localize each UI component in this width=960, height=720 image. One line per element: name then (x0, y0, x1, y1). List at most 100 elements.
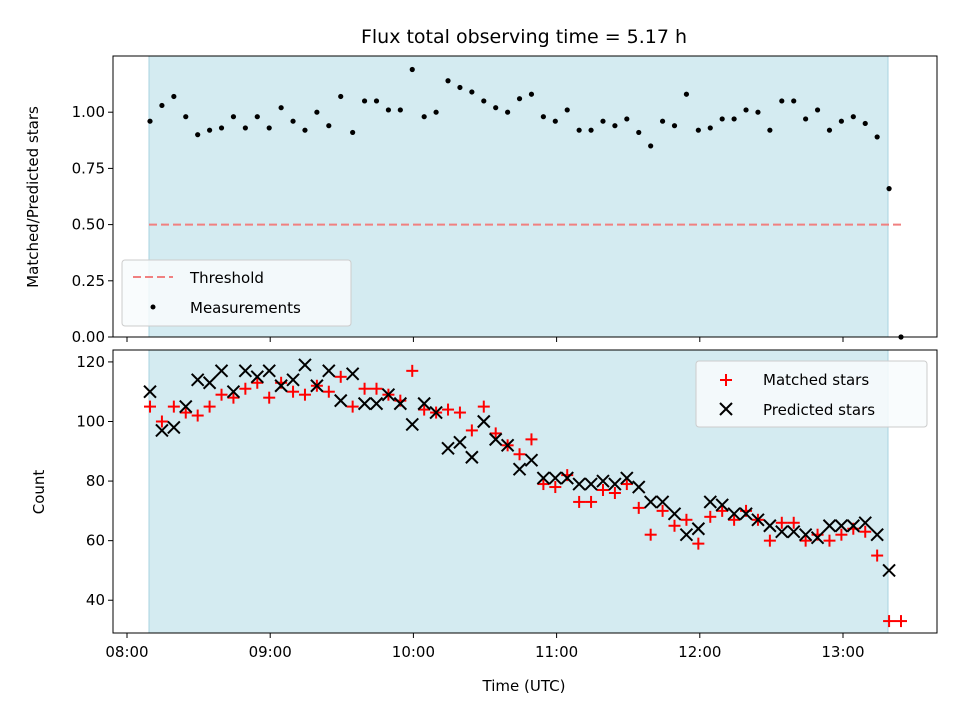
matched-star-point (298, 388, 311, 401)
predicted-star-point (405, 417, 419, 432)
matched-star-point (239, 382, 252, 395)
top-axes-frame (112, 55, 938, 338)
predicted-star-point (262, 364, 276, 378)
predicted-star-point (739, 507, 753, 521)
matched-star-point (871, 549, 884, 562)
matched-star-point (358, 382, 371, 395)
bottom-y-tick-label: 40 (86, 591, 105, 609)
matched-star-point (263, 391, 276, 404)
measurement-point (409, 66, 415, 73)
matched-star-point (883, 615, 896, 628)
predicted-star-point (357, 396, 372, 411)
predicted-star-point (798, 527, 813, 542)
matched-star-point (775, 516, 788, 529)
predicted-star-point (822, 519, 837, 533)
measurement-point (803, 116, 809, 122)
predicted-star-point (298, 358, 312, 372)
chart-title: Flux total observing time = 5.17 h (361, 26, 687, 48)
predicted-star-point (584, 477, 598, 491)
bottom-y-tick-label: 60 (86, 532, 105, 550)
bottom-x-ticks: 08:00 09:00 10:00 11:00 12:00 13:00 (105, 633, 865, 661)
matched-star-point (608, 486, 621, 499)
predicted-star-point (322, 364, 336, 378)
matched-star-point (704, 510, 717, 523)
measurement-point (719, 116, 725, 122)
top-y-tick-label: 0.00 (72, 328, 105, 346)
bottom-x-tick-label: 13:00 (821, 643, 864, 661)
top-y-tick-label: 0.75 (72, 159, 105, 177)
measurement-point (361, 98, 368, 104)
matched-star-point (334, 370, 347, 383)
top-y-axis-label: Matched/Predicted stars (24, 106, 42, 288)
predicted-star-point (226, 384, 241, 399)
measurement-point (207, 127, 213, 133)
bottom-legend: Matched stars Predicted stars (695, 360, 928, 428)
measurement-point (218, 125, 225, 131)
measurement-point (266, 125, 272, 131)
predicted-star-point (500, 438, 515, 453)
measurement-point (600, 118, 606, 124)
measurement-point (552, 118, 558, 124)
measurement-point (350, 129, 356, 136)
matched-star-point (155, 415, 168, 428)
matched-star-point (251, 376, 264, 389)
measurement-point (481, 98, 487, 104)
predicted-star-point (524, 453, 539, 467)
predicted-star-point (679, 527, 694, 542)
legend-threshold-label: Threshold (189, 269, 264, 287)
predicted-star-point (417, 396, 431, 411)
matched-star-point (465, 424, 478, 437)
measurement-point (421, 114, 427, 120)
bottom-y-tick-label: 120 (76, 353, 105, 371)
measurement-point (302, 127, 308, 133)
measurement-point (147, 118, 153, 124)
measurement-point (838, 118, 844, 124)
predicted-star-point (393, 396, 408, 411)
measurement-point (397, 107, 403, 113)
predicted-star-point (179, 399, 193, 414)
matched-star-point (835, 528, 848, 541)
predicted-star-point (441, 441, 455, 456)
predicted-star-point (274, 379, 288, 393)
predicted-star-point (548, 471, 563, 485)
matched-star-point (668, 519, 681, 532)
measurement-point (469, 89, 475, 95)
measurement-point (695, 127, 701, 133)
measurement-point (814, 107, 821, 113)
matched-star-point (346, 400, 359, 413)
predicted-star-point (691, 522, 706, 536)
predicted-star-point (751, 513, 765, 527)
measurement-point (588, 127, 594, 133)
measurement-point (183, 114, 189, 120)
legend-matched-label: Matched stars (763, 371, 869, 389)
predicted-star-point (429, 405, 443, 420)
measurement-point (373, 98, 380, 104)
bottom-panel: 40 60 80 100 120 08:00 09:00 10:00 11:00 12:00 13… (30, 349, 938, 695)
matched-star-point (167, 400, 180, 413)
predicted-star-point (560, 471, 574, 485)
predicted-star-point (608, 477, 622, 491)
top-y-tick-label: 1.00 (72, 103, 105, 121)
predicted-star-point (167, 420, 181, 435)
predicted-star-point (882, 563, 896, 578)
top-legend-box (121, 259, 352, 327)
measurement-point (671, 123, 678, 129)
predicted-star-point (453, 435, 467, 450)
predicted-stars-series (143, 358, 896, 578)
predicted-star-point (238, 364, 253, 378)
measurement-point (457, 84, 463, 91)
predicted-star-point (345, 367, 360, 381)
predicted-star-point (488, 432, 503, 447)
measurement-point (636, 129, 642, 136)
predicted-star-point (763, 519, 777, 533)
measurement-point (433, 109, 439, 115)
top-y-tick-label: 0.50 (72, 216, 105, 234)
predicted-star-point (775, 525, 789, 539)
matched-star-point (489, 427, 502, 440)
matched-star-point (823, 534, 836, 547)
measurement-point (159, 102, 165, 109)
matched-star-point (620, 478, 633, 491)
predicted-star-point (858, 516, 872, 530)
predicted-star-point (834, 519, 849, 533)
